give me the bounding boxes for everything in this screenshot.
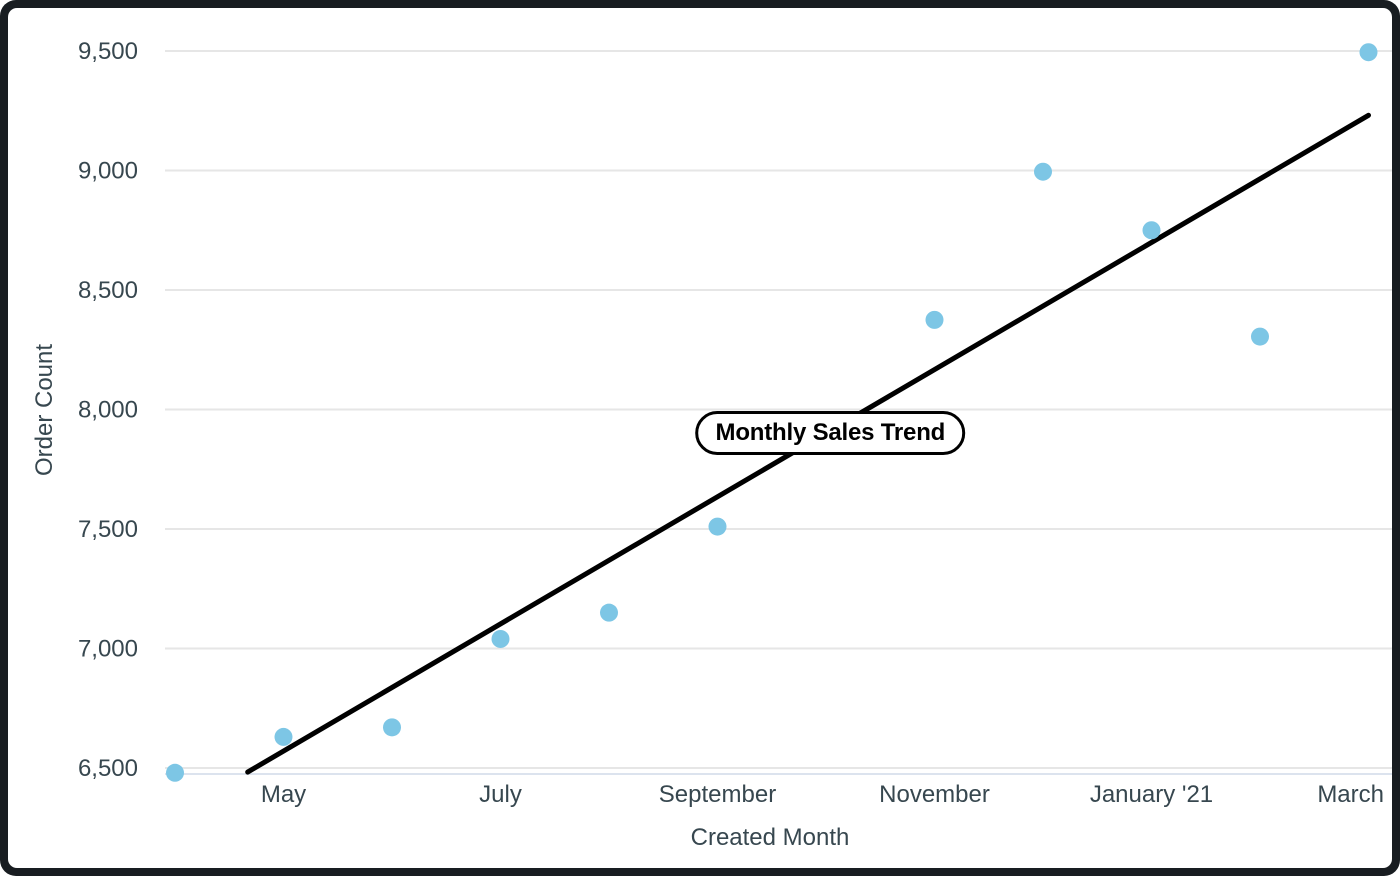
data-point[interactable] [1142,221,1161,240]
data-point[interactable] [1359,43,1378,62]
y-tick-label: 9,500 [78,38,138,65]
data-point[interactable] [491,629,510,648]
data-point[interactable] [708,517,727,536]
x-tick-label: March [1317,781,1384,808]
x-tick-label: November [879,781,990,808]
y-axis-title: Order Count [31,343,58,477]
y-tick-label: 9,000 [78,158,138,185]
data-point[interactable] [1034,162,1052,181]
y-tick-label: 7,000 [78,636,138,663]
data-point[interactable] [925,310,944,329]
data-point[interactable] [274,727,293,746]
x-tick-label: September [659,781,776,808]
x-tick-label: January '21 [1090,781,1213,808]
y-tick-label: 6,500 [78,755,138,782]
x-tick-label: July [479,781,522,808]
x-axis-title: Created Month [690,824,850,851]
y-tick-label: 8,500 [78,277,138,304]
chart-title-pill[interactable]: Monthly Sales Trend [695,411,966,456]
data-point[interactable] [166,763,184,782]
data-point[interactable] [383,718,401,737]
chart-title-label: Monthly Sales Trend [715,419,946,447]
data-point[interactable] [1251,327,1269,346]
chart-card: 6,500 7,000 7,500 8,000 8,500 9,000 9,500 May Ju… [8,8,1392,868]
y-tick-label: 8,000 [78,397,138,424]
y-tick-label: 7,500 [78,516,138,543]
data-point[interactable] [600,603,618,622]
x-tick-label: May [261,781,306,808]
